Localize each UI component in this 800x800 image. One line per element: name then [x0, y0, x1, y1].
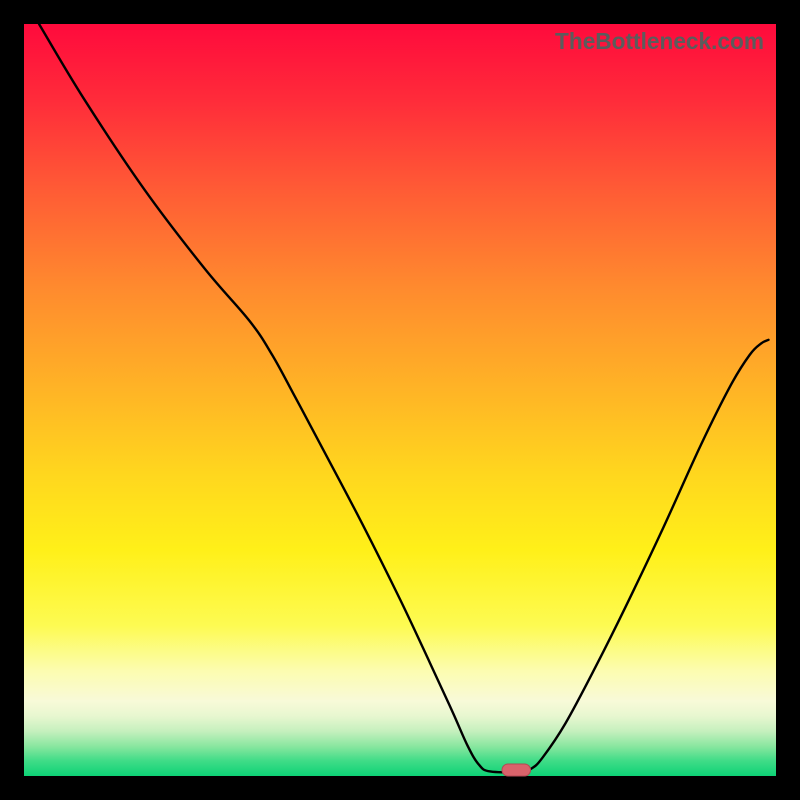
plot-area — [24, 24, 776, 776]
plot-svg — [24, 24, 776, 776]
optimum-marker — [500, 762, 533, 779]
chart-frame: TheBottleneck.com — [0, 0, 800, 800]
watermark-text: TheBottleneck.com — [555, 28, 764, 55]
bottleneck-curve — [39, 24, 768, 772]
